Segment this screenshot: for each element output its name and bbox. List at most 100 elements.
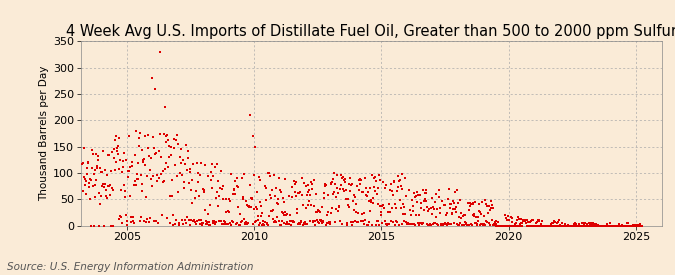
Point — [551, 223, 562, 228]
Point — [590, 222, 601, 226]
Point — [250, 144, 261, 149]
Point — [279, 213, 290, 217]
Point — [366, 200, 377, 204]
Point — [250, 205, 261, 210]
Point — [109, 138, 120, 142]
Point — [605, 223, 616, 228]
Point — [458, 214, 468, 219]
Point — [577, 223, 588, 228]
Point — [593, 223, 603, 227]
Point — [134, 144, 144, 148]
Point — [356, 211, 367, 216]
Point — [261, 197, 271, 202]
Point — [481, 201, 491, 206]
Text: Source: U.S. Energy Information Administration: Source: U.S. Energy Information Administ… — [7, 262, 253, 272]
Point — [526, 217, 537, 222]
Point — [625, 223, 636, 228]
Point — [238, 217, 249, 221]
Point — [108, 156, 119, 160]
Point — [357, 189, 368, 194]
Point — [249, 220, 260, 225]
Point — [99, 185, 109, 189]
Point — [327, 205, 338, 210]
Point — [363, 199, 374, 203]
Point — [560, 223, 571, 228]
Point — [196, 221, 207, 225]
Point — [304, 187, 315, 192]
Point — [387, 193, 398, 197]
Point — [500, 223, 511, 228]
Point — [167, 193, 178, 198]
Point — [120, 189, 131, 193]
Point — [447, 212, 458, 216]
Point — [475, 212, 486, 217]
Point — [628, 222, 639, 227]
Point — [128, 183, 139, 187]
Point — [479, 214, 489, 219]
Point — [223, 210, 234, 214]
Point — [293, 191, 304, 195]
Point — [423, 223, 434, 227]
Point — [289, 179, 300, 183]
Point — [370, 178, 381, 183]
Point — [459, 213, 470, 217]
Point — [237, 176, 248, 181]
Point — [275, 223, 286, 227]
Point — [423, 209, 433, 213]
Point — [610, 223, 621, 228]
Point — [466, 223, 477, 227]
Point — [430, 221, 441, 226]
Point — [169, 146, 180, 150]
Point — [583, 221, 594, 226]
Point — [524, 220, 535, 224]
Point — [263, 222, 273, 227]
Point — [506, 215, 516, 219]
Point — [196, 218, 207, 222]
Point — [505, 223, 516, 228]
Point — [311, 218, 322, 223]
Point — [245, 205, 256, 210]
Point — [126, 160, 137, 164]
Point — [155, 155, 166, 160]
Point — [232, 176, 243, 180]
Point — [473, 209, 484, 213]
Point — [253, 174, 264, 179]
Point — [435, 222, 446, 227]
Point — [348, 208, 359, 212]
Point — [486, 218, 497, 223]
Point — [507, 223, 518, 228]
Point — [371, 192, 382, 196]
Point — [582, 223, 593, 228]
Point — [408, 209, 418, 213]
Point — [527, 218, 538, 222]
Point — [95, 166, 105, 170]
Point — [409, 223, 420, 227]
Point — [144, 220, 155, 224]
Point — [618, 223, 628, 228]
Point — [387, 189, 398, 194]
Point — [470, 214, 481, 219]
Point — [281, 221, 292, 226]
Point — [327, 180, 338, 185]
Point — [586, 221, 597, 225]
Point — [635, 222, 646, 226]
Point — [254, 223, 265, 227]
Point — [202, 212, 213, 216]
Point — [397, 172, 408, 177]
Point — [486, 199, 497, 203]
Point — [250, 219, 261, 223]
Point — [515, 222, 526, 226]
Point — [310, 192, 321, 196]
Point — [469, 211, 480, 216]
Point — [305, 193, 316, 197]
Point — [498, 223, 509, 228]
Point — [270, 185, 281, 190]
Point — [543, 223, 554, 228]
Point — [343, 205, 354, 210]
Point — [475, 210, 485, 214]
Point — [591, 223, 602, 228]
Point — [161, 140, 172, 144]
Point — [272, 201, 283, 206]
Point — [344, 176, 355, 181]
Point — [521, 221, 532, 226]
